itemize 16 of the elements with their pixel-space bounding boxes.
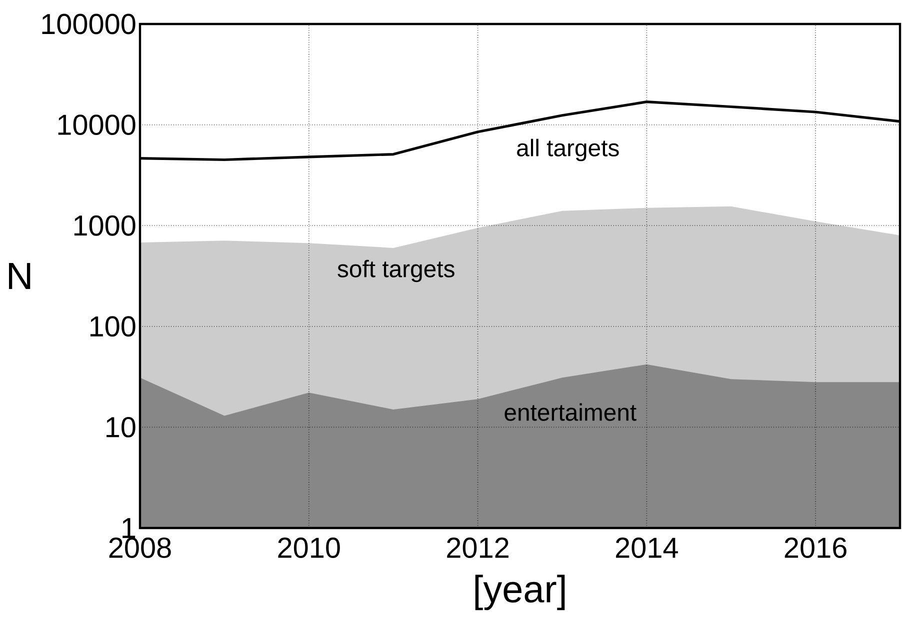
x-tick-label: 2008 [109,538,171,558]
y-tick-label: 100 [90,316,136,337]
y-axis-title: N [9,262,30,290]
x-axis-title: [year] [475,574,565,610]
x-tick-label: 2012 [447,538,508,558]
x-tick-label: 2016 [784,538,846,558]
x-tick-label: 2010 [278,538,340,558]
y-tick-label: 10000 [58,114,136,136]
y-tick-label: 1 [122,518,136,538]
y-tick-label: 100000 [42,14,136,34]
series-label: soft targets [338,260,454,282]
y-tick-label: 1000 [74,215,136,236]
series-label: entertaiment [504,403,636,421]
x-tick-label: 2014 [616,538,678,558]
series-label: all targets [517,138,619,162]
y-tick-label: 10 [106,416,136,438]
